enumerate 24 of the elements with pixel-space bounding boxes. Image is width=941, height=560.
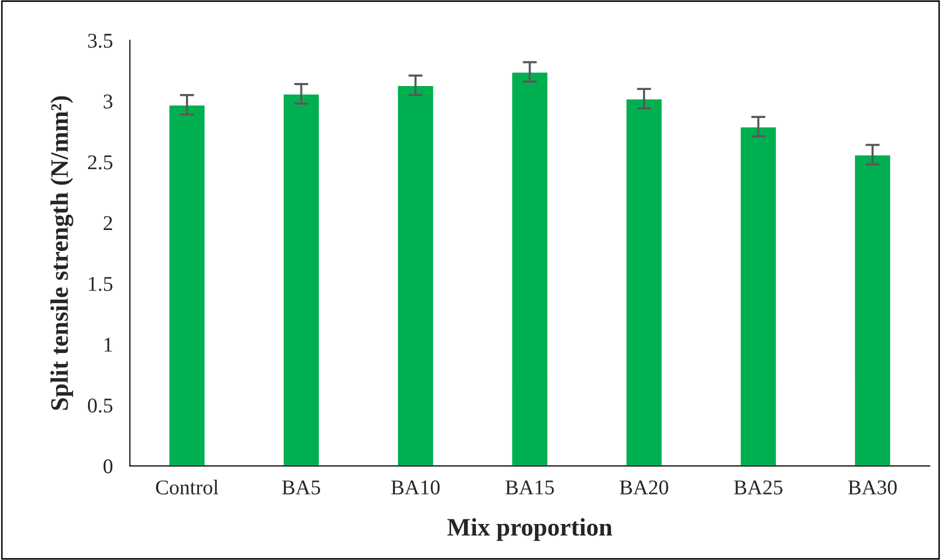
y-tick-label: 3.5 (88, 34, 112, 48)
y-tick-label: 3 (104, 94, 112, 109)
y-tick-label: 1 (104, 338, 112, 352)
x-axis-title: Mix proportion (447, 518, 612, 541)
y-tick-label: 1.5 (88, 276, 112, 292)
bar (396, 84, 434, 466)
y-tick-label: 2.5 (88, 155, 112, 170)
x-tick-label: BA5 (282, 480, 320, 494)
bar (739, 126, 778, 466)
x-tick-label: Control (156, 480, 218, 494)
x-tick-label: BA20 (620, 480, 668, 494)
y-tick-label: 0 (104, 459, 112, 474)
bar (282, 93, 320, 466)
bar (168, 104, 206, 466)
x-tick-label: BA15 (505, 480, 554, 494)
bar (510, 71, 549, 466)
x-tick-label: BA25 (734, 480, 782, 494)
y-tick-label: 2 (104, 216, 112, 230)
y-axis-title: Split tensile strength (N/mm²) (50, 96, 74, 410)
x-tick-label: BA30 (848, 480, 897, 494)
bar (854, 154, 892, 466)
x-tick-label: BA10 (391, 480, 440, 494)
bar (625, 98, 664, 466)
y-tick-label: 0.5 (88, 398, 112, 413)
